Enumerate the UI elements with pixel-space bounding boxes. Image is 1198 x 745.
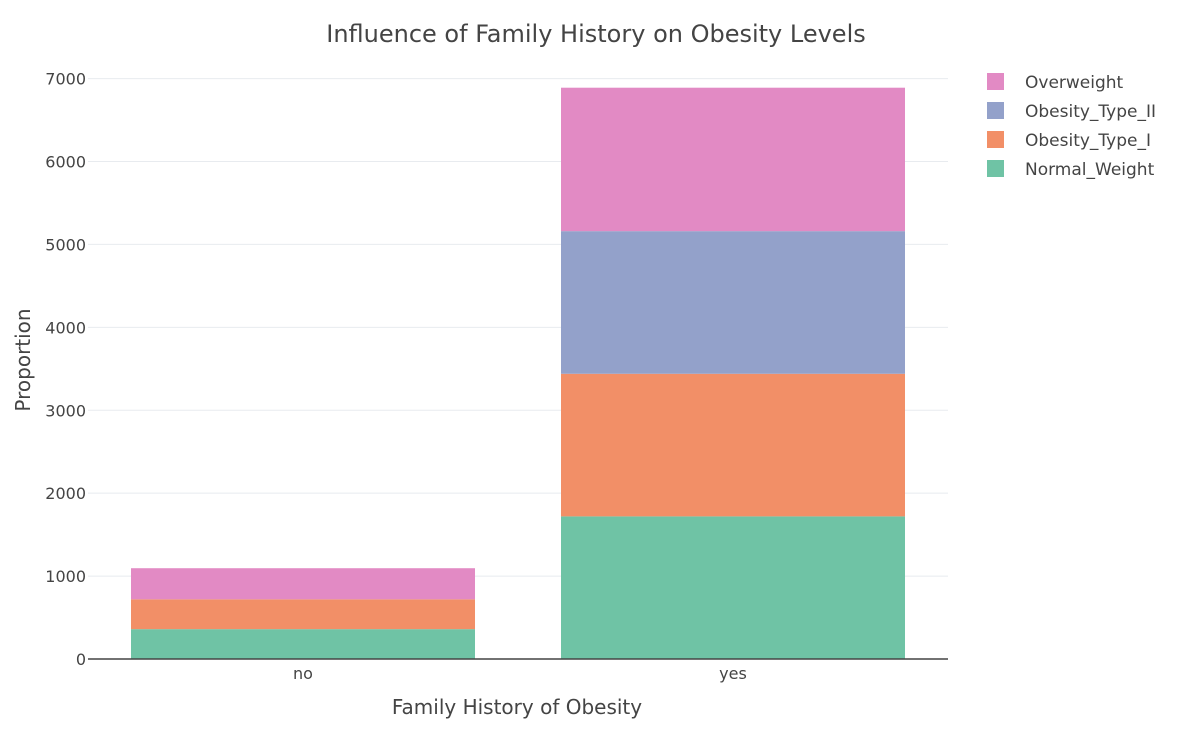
bar-segment-obesity-type-i-yes[interactable] <box>561 373 905 517</box>
bar-segment-overweight-no[interactable] <box>131 568 475 600</box>
bar-segment-obesity-type-i-no[interactable] <box>131 599 475 630</box>
legend-swatch <box>987 102 1004 119</box>
bar-segment-overweight-yes[interactable] <box>561 87 905 232</box>
x-tick-label: no <box>293 664 313 683</box>
legend-label: Obesity_Type_I <box>1025 131 1151 151</box>
chart-title: Influence of Family History on Obesity L… <box>326 20 866 48</box>
legend[interactable]: Overweight Obesity_Type_II Obesity_Type_I N… <box>987 73 1156 180</box>
legend-label: Obesity_Type_II <box>1025 102 1156 122</box>
legend-item-normal-weight[interactable]: Normal_Weight <box>987 160 1155 180</box>
legend-label: Normal_Weight <box>1025 160 1155 180</box>
x-axis-ticks: no yes <box>293 664 747 683</box>
legend-item-obesity-type-i[interactable]: Obesity_Type_I <box>987 131 1151 151</box>
gridlines <box>88 78 948 577</box>
x-axis-title: Family History of Obesity <box>392 695 642 719</box>
y-tick-label: 0 <box>76 650 86 669</box>
bars <box>131 87 905 659</box>
legend-item-obesity-type-ii[interactable]: Obesity_Type_II <box>987 102 1156 122</box>
y-tick-label: 5000 <box>45 235 86 254</box>
legend-swatch <box>987 160 1004 177</box>
y-axis-ticks: 0 1000 2000 3000 4000 5000 6000 7000 <box>45 70 86 669</box>
y-axis-title: Proportion <box>11 308 35 411</box>
legend-item-overweight[interactable]: Overweight <box>987 73 1124 93</box>
y-tick-label: 3000 <box>45 401 86 420</box>
y-tick-label: 1000 <box>45 567 86 586</box>
y-tick-label: 7000 <box>45 70 86 89</box>
y-tick-label: 4000 <box>45 318 86 337</box>
legend-label: Overweight <box>1025 73 1124 93</box>
y-tick-label: 2000 <box>45 484 86 503</box>
legend-swatch <box>987 73 1004 90</box>
x-tick-label: yes <box>719 664 747 683</box>
bar-segment-normal-weight-yes[interactable] <box>561 516 905 659</box>
bar-segment-obesity-type-ii-yes[interactable] <box>561 231 905 374</box>
bar-segment-normal-weight-no[interactable] <box>131 629 475 659</box>
legend-swatch <box>987 131 1004 148</box>
y-tick-label: 6000 <box>45 153 86 172</box>
